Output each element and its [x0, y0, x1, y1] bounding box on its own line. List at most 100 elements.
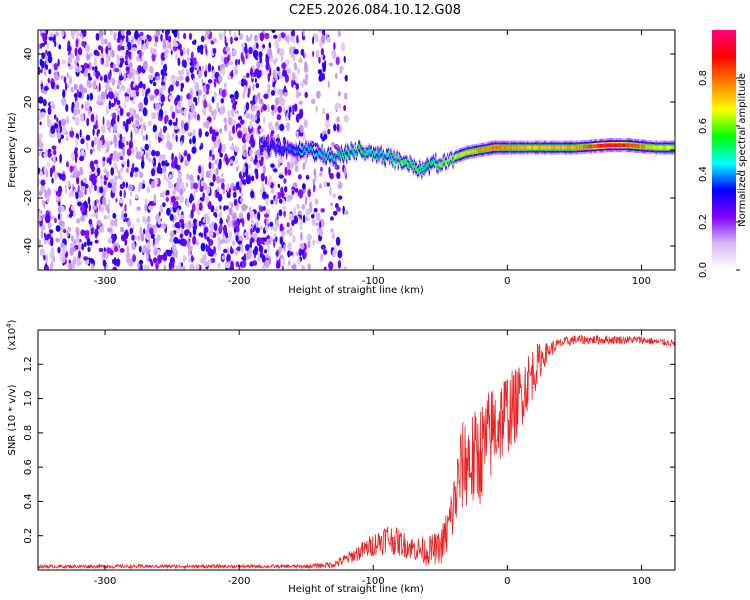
- spectrogram-noise-cell: [281, 265, 284, 270]
- spectrogram-noise-cell: [173, 214, 177, 222]
- spectrogram-signal-cell: [463, 152, 465, 156]
- spectrogram-noise-cell: [228, 230, 233, 240]
- spectrogram-noise-cell: [76, 255, 79, 263]
- spectrogram-signal-cell: [370, 149, 372, 154]
- spectrogram-noise-cell: [235, 59, 238, 66]
- spectrogram-noise-cell: [267, 72, 270, 83]
- spectrogram-noise-cell: [107, 227, 112, 233]
- spectrogram-noise-cell: [285, 35, 289, 42]
- spectrogram-signal-cell: [478, 148, 480, 153]
- spectrogram-signal-cell: [286, 150, 288, 155]
- spectrogram-noise-cell: [224, 35, 227, 46]
- spectrogram-signal-cell: [423, 168, 425, 173]
- spectrogram-signal-cell: [535, 145, 537, 150]
- spectrogram-noise-cell: [264, 259, 270, 269]
- spectrogram-noise-cell: [137, 65, 143, 74]
- spectrogram-noise-cell: [329, 172, 334, 180]
- spectrogram-noise-cell: [213, 91, 217, 101]
- spectrogram-signal-cell: [530, 145, 532, 150]
- spectrogram-noise-cell: [117, 132, 120, 139]
- spectrogram-noise-cell: [160, 94, 166, 103]
- spectrogram-noise-cell: [45, 64, 49, 70]
- spectrogram-noise-cell: [80, 113, 85, 122]
- spectrogram-noise-cell: [174, 42, 179, 47]
- spectrogram-noise-cell: [141, 88, 145, 97]
- spectrogram-noise-cell: [75, 116, 80, 126]
- spectrogram-noise-cell: [212, 37, 218, 43]
- spectrogram-noise-cell: [103, 247, 106, 252]
- spectrogram-signal-cell: [375, 151, 377, 155]
- spectrogram-noise-cell: [231, 214, 236, 219]
- spectrogram-signal-cell: [405, 159, 407, 163]
- snr-xtick-label: 0: [504, 576, 510, 587]
- spectrogram-noise-cell: [51, 81, 55, 90]
- spectrogram-noise-cell: [78, 83, 84, 92]
- spectrogram-noise-cell: [325, 120, 330, 129]
- spectrogram-noise-cell: [178, 152, 182, 161]
- spectrogram-noise-cell: [320, 48, 324, 56]
- spectrogram-noise-cell: [283, 106, 286, 115]
- spectrogram-noise-cell: [143, 264, 147, 270]
- spectrogram-noise-cell: [119, 88, 122, 95]
- spectrogram-noise-cell: [76, 56, 80, 61]
- spectrogram-noise-cell: [323, 181, 328, 187]
- spectrogram-noise-cell: [229, 30, 232, 36]
- spectrogram-noise-cell: [163, 173, 167, 181]
- spectrogram-noise-cell: [216, 175, 221, 184]
- spectrogram-noise-cell: [291, 220, 295, 226]
- spectrogram-noise-cell: [237, 130, 243, 139]
- spectrogram-noise-cell: [238, 180, 243, 188]
- spectrogram-noise-cell: [190, 182, 194, 190]
- spectrogram-noise-cell: [328, 62, 334, 67]
- spectrogram-noise-cell: [213, 169, 216, 174]
- spectrogram-noise-cell: [67, 40, 71, 49]
- spectrogram-noise-cell: [292, 234, 296, 244]
- spectrogram-noise-cell: [202, 84, 207, 93]
- spectrogram-signal-cell: [467, 150, 469, 155]
- spectrogram-signal-cell: [663, 145, 665, 150]
- spectrogram-signal-cell: [429, 161, 432, 166]
- spectrogram-noise-cell: [255, 221, 259, 228]
- spectrogram-noise-cell: [321, 107, 326, 115]
- spectrogram-noise-cell: [293, 48, 299, 55]
- spectrogram-noise-cell: [126, 112, 131, 117]
- spectrogram-signal-cell: [542, 145, 544, 150]
- spectrogram-noise-cell: [223, 205, 226, 212]
- spectrogram-signal-cell: [315, 153, 317, 157]
- spectrogram-noise-cell: [129, 227, 133, 235]
- spectrogram-noise-cell: [209, 223, 211, 229]
- spectrogram-noise-cell: [130, 39, 134, 44]
- spectrogram-noise-cell: [267, 104, 270, 113]
- spectrogram-signal-cell: [577, 145, 580, 150]
- spectrogram-noise-cell: [112, 266, 117, 270]
- spectrogram-noise-cell: [293, 62, 296, 69]
- spectrogram-signal-cell: [658, 145, 660, 150]
- spectrogram-noise-cell: [129, 198, 132, 207]
- spectrogram-noise-cell: [42, 99, 47, 107]
- spectrogram-signal-cell: [533, 145, 536, 150]
- spectrogram-noise-cell: [52, 104, 56, 110]
- spectrogram-noise-cell: [250, 100, 254, 105]
- spectrogram-noise-cell: [204, 70, 208, 78]
- spectrogram-noise-cell: [48, 36, 54, 41]
- spectrogram-noise-cell: [145, 264, 150, 270]
- spectrogram-noise-cell: [236, 246, 241, 252]
- spectrogram-noise-cell: [170, 160, 176, 169]
- spectrogram-noise-cell: [246, 72, 250, 79]
- colorbar: 0.00.20.40.60.8 Normalized spectral ampl…: [698, 30, 748, 278]
- spectrogram-signal-cell: [337, 152, 339, 157]
- spectrogram-noise-cell: [154, 35, 159, 43]
- spectrogram-noise-cell: [43, 255, 46, 261]
- spectrogram-noise-cell: [123, 45, 128, 50]
- spectrogram-noise-cell: [70, 126, 73, 132]
- spectrogram-signal-cell: [403, 160, 405, 165]
- spectrogram-noise-cell: [51, 145, 57, 150]
- spectrogram-noise-cell: [177, 207, 180, 217]
- snr-ytick-label: 0.4: [23, 493, 34, 509]
- spectrogram-signal-cell: [420, 167, 422, 171]
- spectrogram-noise-cell: [330, 216, 334, 221]
- spectrogram-signal-cell: [564, 145, 566, 150]
- spectrogram-noise-cell: [105, 57, 109, 66]
- spectrogram-noise-cell: [292, 104, 295, 111]
